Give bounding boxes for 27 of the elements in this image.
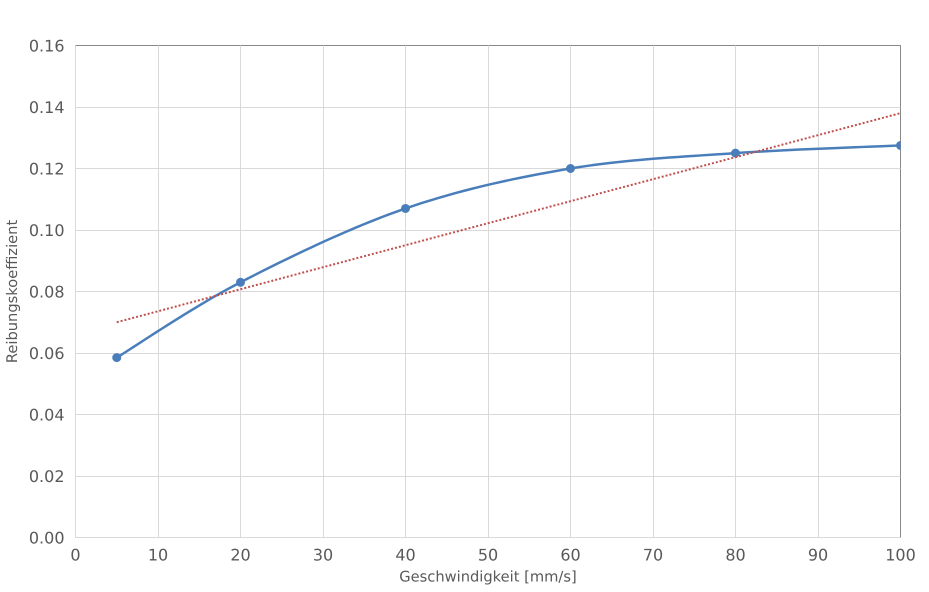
y-tick-label: 0.04 <box>28 406 64 424</box>
x-tick-label: 90 <box>808 546 828 564</box>
point <box>236 278 245 287</box>
x-tick-label: 80 <box>725 546 746 564</box>
x-axis-title: Geschwindigkeit [mm/s] <box>399 568 577 586</box>
y-tick-label: 0.10 <box>28 221 64 240</box>
point <box>566 164 575 173</box>
y-tick-label: 0.00 <box>28 528 64 548</box>
x-tick-label: 10 <box>148 546 168 564</box>
x-tick-label: 60 <box>560 546 581 564</box>
x-tick-label: 30 <box>312 546 334 564</box>
y-tick-label: 0.08 <box>28 282 64 302</box>
y-tick-label: 0.16 <box>28 36 64 56</box>
point <box>112 353 122 362</box>
y-tick-label: 0.14 <box>28 98 64 117</box>
x-tick-label: 50 <box>478 546 498 564</box>
y-tick-label: 0.12 <box>28 160 64 178</box>
y-tick-label: 0.02 <box>28 467 64 486</box>
point <box>401 204 410 213</box>
x-tick-label: 100 <box>885 546 916 564</box>
x-tick-label: 20 <box>230 546 251 564</box>
y-tick-label: 0.06 <box>28 344 64 363</box>
x-tick-label: 40 <box>395 546 416 564</box>
y-axis-title: Reibungskoeffizient <box>4 220 21 364</box>
point <box>731 148 740 158</box>
x-tick-label: 0 <box>70 546 81 564</box>
x-tick-label: 70 <box>642 546 664 564</box>
